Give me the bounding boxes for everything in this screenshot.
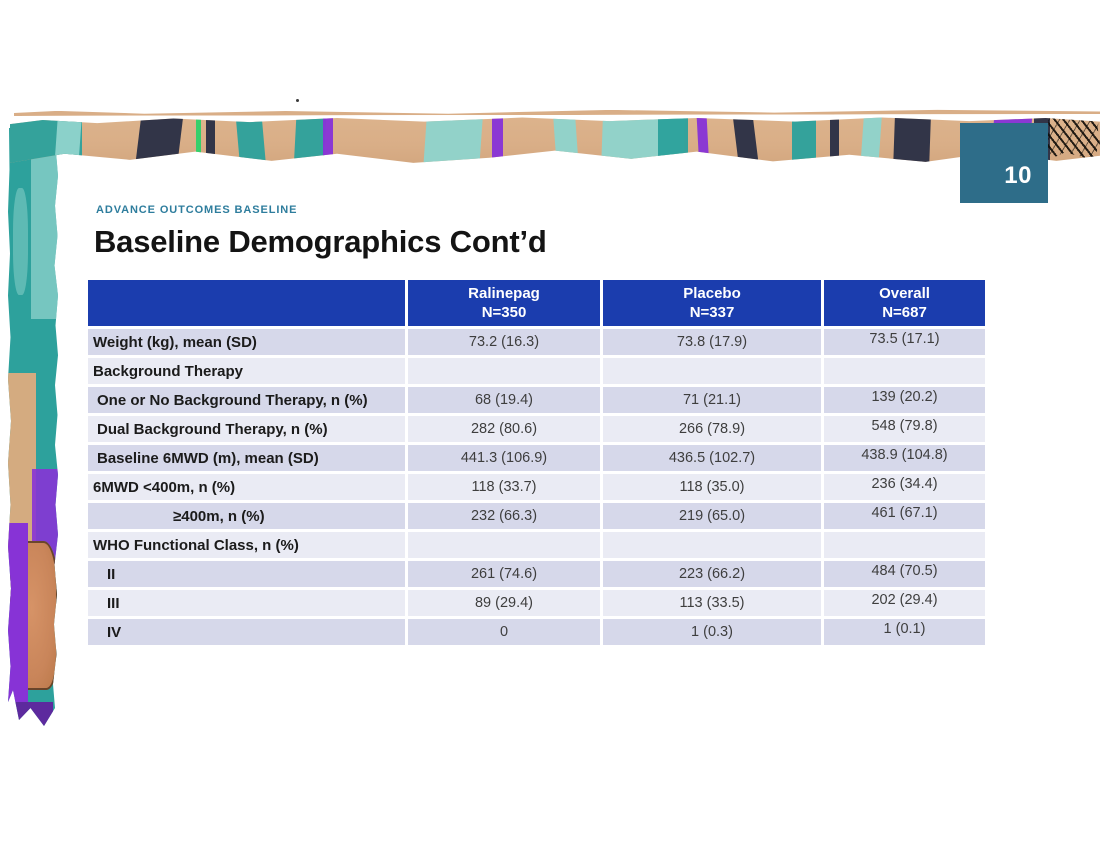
cell-value: 0 <box>408 619 600 645</box>
brush-stroke <box>235 117 267 163</box>
cell-value: 1 (0.1) <box>824 619 985 645</box>
strip-bottom-tip <box>13 702 53 726</box>
cell-value: 436.5 (102.7) <box>603 445 821 471</box>
cell-value: 236 (34.4) <box>824 474 985 500</box>
cell-value: 113 (33.5) <box>603 590 821 616</box>
decorative-left-strip <box>8 128 58 726</box>
cell-value: 484 (70.5) <box>824 561 985 587</box>
brush-stroke <box>732 117 760 163</box>
brush-stroke <box>53 117 83 163</box>
cell-value: 438.9 (104.8) <box>824 445 985 471</box>
torn-paper-sliver <box>14 109 1100 116</box>
brush-stroke <box>422 117 484 163</box>
table-header-empty <box>88 280 405 326</box>
column-n: N=337 <box>689 304 735 321</box>
table-header-col-overall: Overall N=687 <box>824 280 985 326</box>
brush-stroke <box>892 117 932 163</box>
row-label: 6MWD <400m, n (%) <box>88 474 405 500</box>
strip-tan-patch <box>8 373 36 553</box>
row-label: WHO Functional Class, n (%) <box>88 532 405 558</box>
brush-stroke <box>859 117 883 163</box>
cell-value: 266 (78.9) <box>603 416 821 442</box>
hatch-scribble-texture <box>1042 117 1100 161</box>
column-name: Overall <box>879 285 930 302</box>
brush-stroke <box>696 117 710 163</box>
cell-value: 71 (21.1) <box>603 387 821 413</box>
cell-value <box>603 358 821 384</box>
cell-value: 219 (65.0) <box>603 503 821 529</box>
cell-value: 73.8 (17.9) <box>603 329 821 355</box>
cell-value: 89 (29.4) <box>408 590 600 616</box>
cell-value: 461 (67.1) <box>824 503 985 529</box>
brush-stroke <box>658 117 688 163</box>
brush-stroke <box>830 117 839 163</box>
page-title: Baseline Demographics Cont’d <box>94 224 547 259</box>
stray-dot <box>296 99 299 102</box>
cell-value: 139 (20.2) <box>824 387 985 413</box>
cell-value: 232 (66.3) <box>408 503 600 529</box>
brush-stroke <box>552 117 580 163</box>
row-label: Background Therapy <box>88 358 405 384</box>
cell-value <box>603 532 821 558</box>
cell-value: 202 (29.4) <box>824 590 985 616</box>
column-name: Placebo <box>683 285 741 302</box>
brush-stroke <box>196 117 201 163</box>
row-label: Baseline 6MWD (m), mean (SD) <box>88 445 405 471</box>
column-n: N=687 <box>882 304 927 321</box>
row-label: One or No Background Therapy, n (%) <box>88 387 405 413</box>
kicker: ADVANCE OUTCOMES BASELINE <box>96 204 298 216</box>
row-label: ≥400m, n (%) <box>88 503 405 529</box>
page-number: 10 <box>1004 162 1032 189</box>
cell-value: 68 (19.4) <box>408 387 600 413</box>
cell-value: 118 (35.0) <box>603 474 821 500</box>
brush-stroke <box>134 117 184 163</box>
table-header-col-placebo: Placebo N=337 <box>603 280 821 326</box>
brush-stroke <box>792 117 816 163</box>
brush-stroke <box>293 117 327 163</box>
column-name: Ralinepag <box>468 285 540 302</box>
row-label: II <box>88 561 405 587</box>
row-label: III <box>88 590 405 616</box>
cell-value: 441.3 (106.9) <box>408 445 600 471</box>
row-label: Dual Background Therapy, n (%) <box>88 416 405 442</box>
cell-value <box>408 358 600 384</box>
cell-value: 118 (33.7) <box>408 474 600 500</box>
brush-stroke <box>206 117 215 163</box>
strip-aqua-texture <box>13 187 28 296</box>
decorative-collage-band <box>10 117 1100 163</box>
cell-value: 73.2 (16.3) <box>408 329 600 355</box>
demographics-table: Ralinepag N=350 Placebo N=337 Overall N=687 We… <box>88 280 985 645</box>
cell-value <box>408 532 600 558</box>
cell-value: 261 (74.6) <box>408 561 600 587</box>
cell-value: 223 (66.2) <box>603 561 821 587</box>
cell-value <box>824 358 985 384</box>
cell-value: 282 (80.6) <box>408 416 600 442</box>
row-label: Weight (kg), mean (SD) <box>88 329 405 355</box>
strip-purple-streak <box>8 522 28 703</box>
row-label: IV <box>88 619 405 645</box>
cell-value: 548 (79.8) <box>824 416 985 442</box>
strip-aqua-texture <box>30 128 58 320</box>
cell-value: 1 (0.3) <box>603 619 821 645</box>
brush-stroke <box>323 117 333 163</box>
brush-stroke <box>492 117 503 163</box>
cell-value: 73.5 (17.1) <box>824 329 985 355</box>
page-number-badge: 10 <box>960 123 1048 203</box>
table-header-col-ralinepag: Ralinepag N=350 <box>408 280 600 326</box>
column-n: N=350 <box>481 304 527 321</box>
cell-value <box>824 532 985 558</box>
